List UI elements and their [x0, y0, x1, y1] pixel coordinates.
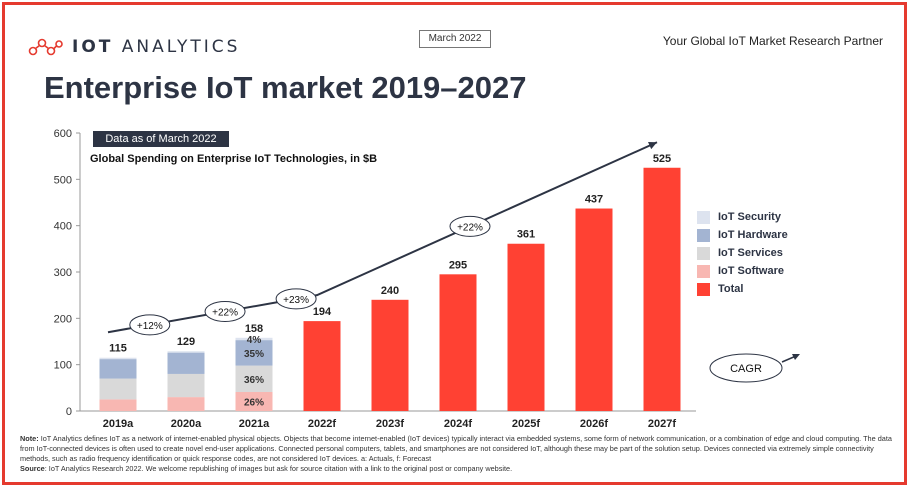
date-badge: March 2022: [419, 30, 491, 48]
legend-swatch: [697, 264, 710, 278]
source-text: Source: IoT Analytics Research 2022. We …: [20, 464, 513, 473]
legend-label: Total: [718, 283, 744, 295]
legend-label: IoT Security: [718, 211, 781, 223]
data-as-of-badge: Data as of March 2022: [93, 131, 229, 147]
logo: IOT ANALYTICS: [28, 37, 240, 57]
legend-swatch: [697, 282, 710, 296]
legend-label: IoT Hardware: [718, 229, 788, 241]
note-text: Note: IoT Analytics defines IoT as a net…: [20, 434, 892, 463]
legend-item-iot-services: IoT Services: [697, 244, 788, 262]
legend-item-iot-hardware: IoT Hardware: [697, 226, 788, 244]
chart-subtitle: Global Spending on Enterprise IoT Techno…: [90, 153, 378, 165]
legend-item-total: Total: [697, 280, 788, 298]
partner-tagline: Your Global IoT Market Research Partner: [662, 34, 883, 48]
legend-label: IoT Services: [718, 247, 783, 259]
legend: IoT Security IoT Hardware IoT Services IoT …: [697, 208, 788, 298]
footnote: Note: IoT Analytics defines IoT as a net…: [20, 434, 900, 474]
legend-swatch: [697, 228, 710, 242]
legend-swatch: [697, 210, 710, 224]
legend-swatch: [697, 246, 710, 260]
legend-item-iot-security: IoT Security: [697, 208, 788, 226]
legend-item-iot-software: IoT Software: [697, 262, 788, 280]
logo-text: IOT ANALYTICS: [72, 37, 241, 57]
page-title: Enterprise IoT market 2019–2027: [44, 70, 527, 105]
legend-label: IoT Software: [718, 265, 785, 277]
logo-icon: [28, 38, 63, 56]
